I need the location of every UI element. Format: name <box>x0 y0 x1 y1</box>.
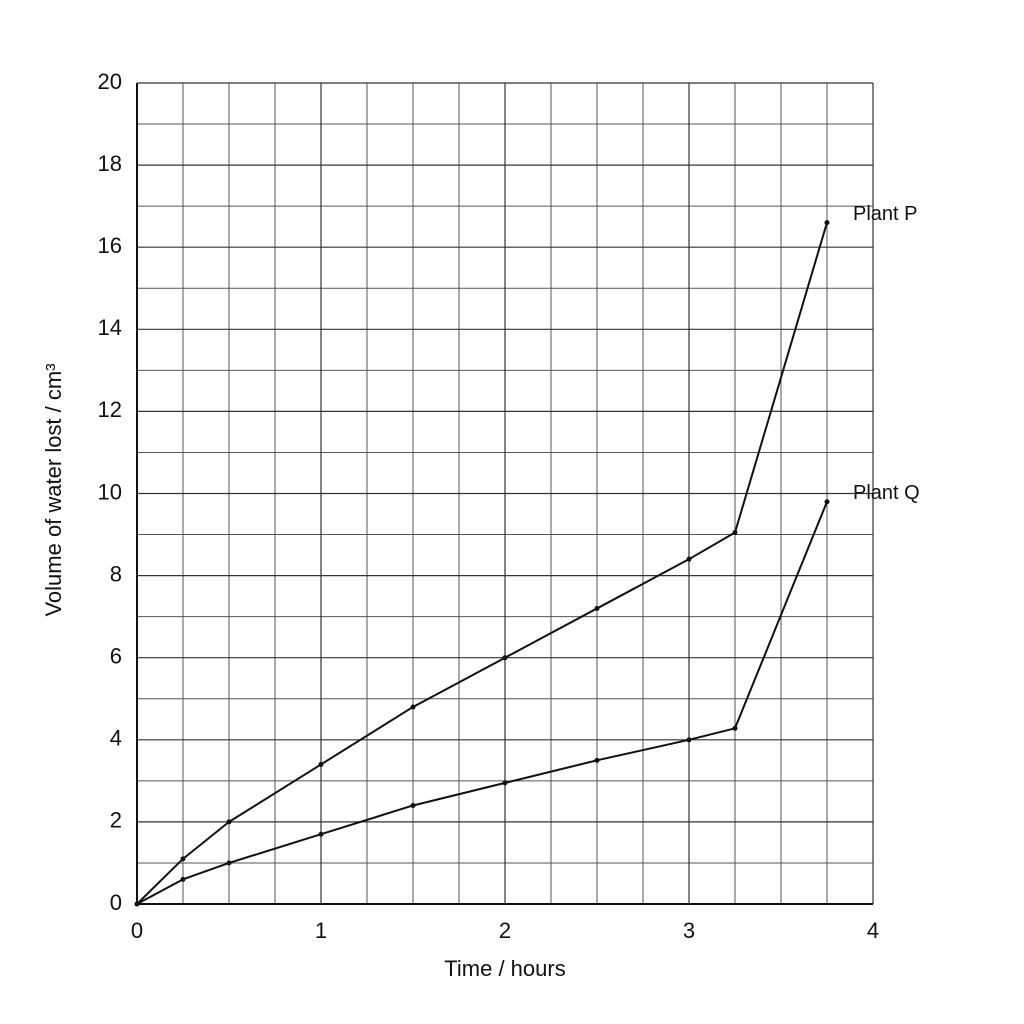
y-tick-label: 2 <box>110 808 122 833</box>
data-point <box>732 725 738 731</box>
x-tick-label: 1 <box>315 918 327 943</box>
data-point <box>134 901 140 907</box>
x-tick-label: 2 <box>499 918 511 943</box>
series-line <box>136 222 828 905</box>
data-point <box>502 780 508 786</box>
data-point <box>410 802 416 808</box>
series-label: Plant P <box>853 203 917 225</box>
x-tick-label: 0 <box>131 918 143 943</box>
data-point <box>410 704 416 710</box>
data-point <box>226 860 232 866</box>
y-tick-label: 4 <box>110 726 122 751</box>
y-axis-label: Volume of water lost / cm³ <box>41 363 66 616</box>
x-axis-label: Time / hours <box>444 956 565 981</box>
data-point <box>318 831 324 837</box>
data-point <box>686 556 692 562</box>
x-tick-label: 4 <box>867 918 879 943</box>
data-point <box>180 856 186 862</box>
data-point <box>824 220 830 226</box>
y-tick-label: 14 <box>98 315 122 340</box>
y-tick-label: 8 <box>110 561 122 586</box>
data-point <box>594 605 600 611</box>
data-point <box>824 499 830 505</box>
series-label: Plant Q <box>853 482 920 504</box>
x-tick-label: 3 <box>683 918 695 943</box>
data-point <box>318 761 324 767</box>
y-tick-label: 0 <box>110 890 122 915</box>
y-tick-label: 6 <box>110 644 122 669</box>
y-tick-label: 16 <box>98 233 122 258</box>
data-point <box>226 819 232 825</box>
series-line <box>136 501 828 905</box>
y-tick-label: 18 <box>98 151 122 176</box>
data-point <box>594 757 600 763</box>
data-point <box>686 737 692 743</box>
data-point <box>502 655 508 661</box>
y-tick-label: 20 <box>98 69 122 94</box>
data-point <box>732 529 738 535</box>
data-point <box>180 876 186 882</box>
y-tick-label: 10 <box>98 479 122 504</box>
y-tick-label: 12 <box>98 397 122 422</box>
